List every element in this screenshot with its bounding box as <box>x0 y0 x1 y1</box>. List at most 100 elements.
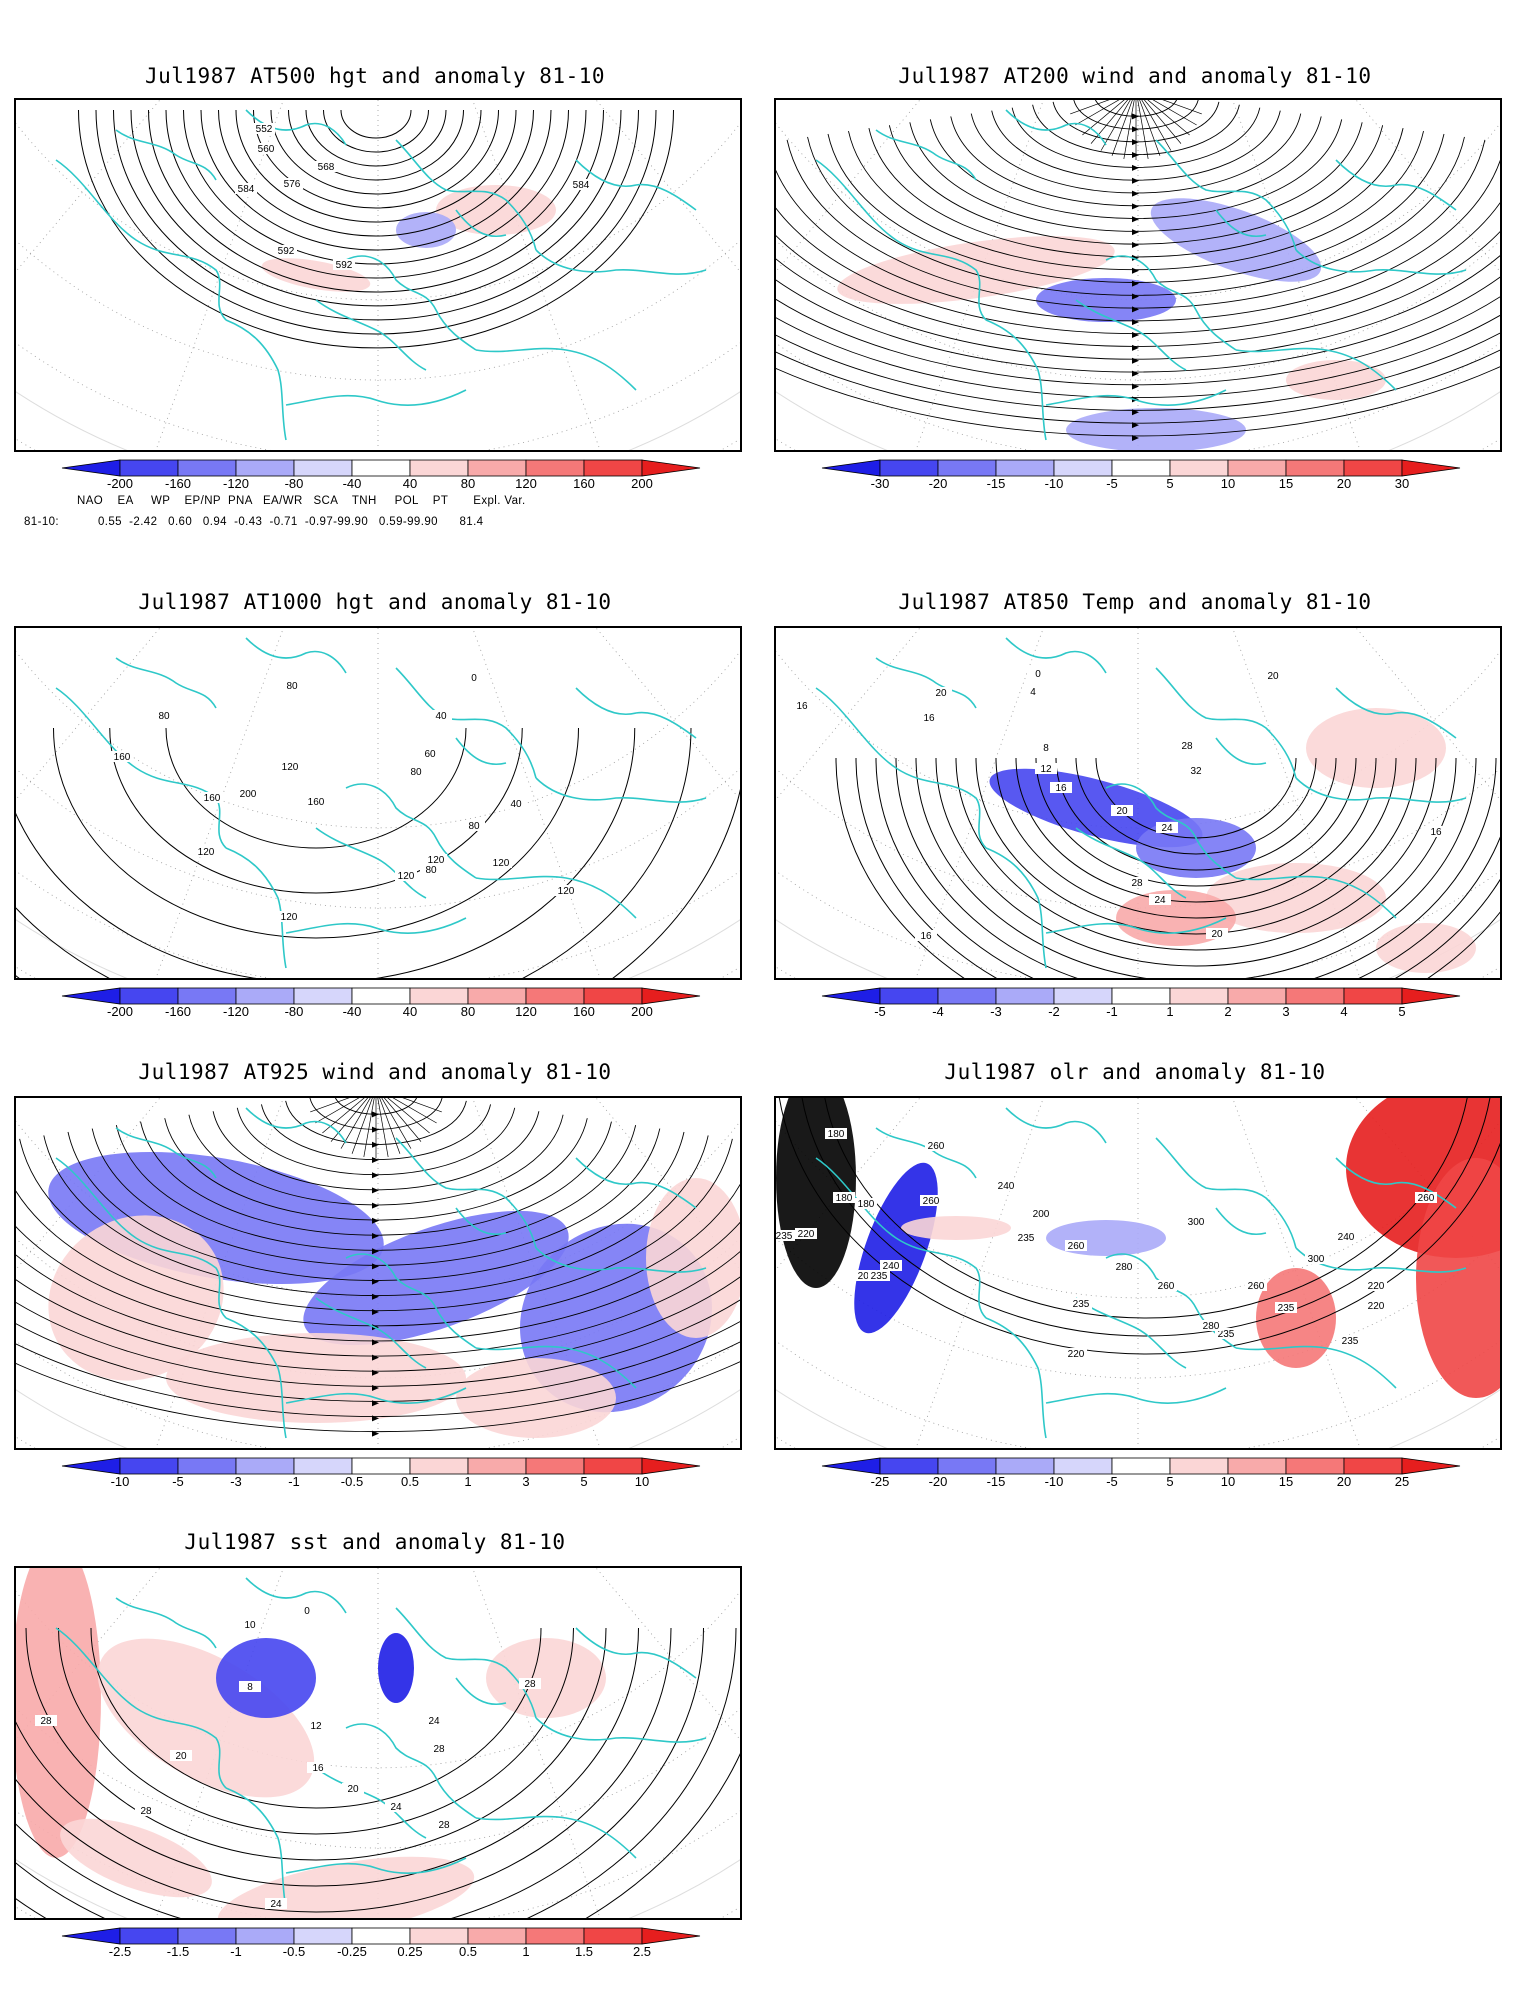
colorbar-bin <box>1053 1457 1113 1475</box>
contour-label: 0 <box>1035 669 1041 680</box>
colorbar-tick-label: 1 <box>522 1944 530 1959</box>
contour-label: 80 <box>410 767 422 778</box>
colorbar-bin <box>351 1457 411 1475</box>
panel-title: Jul1987 AT925 wind and anomaly 81-10 <box>138 1060 612 1084</box>
colorbar-bin <box>1053 987 1113 1005</box>
colorbar-bin <box>119 459 179 477</box>
colorbar-bin <box>821 1457 881 1475</box>
colorbar-ticks: -2.5 -1.5 -1 -0.5 -0.25 0.25 0.5 1 1.5 2.5 <box>62 1944 700 1960</box>
colorbar-bin <box>1169 459 1229 477</box>
colorbar-bin <box>583 987 643 1005</box>
colorbar-bin <box>1111 987 1171 1005</box>
colorbar-tick-label: -3 <box>990 1004 1002 1019</box>
contour-label: 592 <box>278 246 295 257</box>
coastlines <box>55 1577 707 1909</box>
colorbar-tick-label: 0.5 <box>400 1474 420 1489</box>
colorbar-tick-label: 3 <box>522 1474 530 1489</box>
colorbar-tick-label: -1 <box>230 1944 242 1959</box>
colorbar-ticks: -200 -160 -120 -80 -40 40 80 120 160 200 <box>62 1004 700 1020</box>
colorbar-tick-label: -4 <box>932 1004 944 1019</box>
colorbar-bin <box>1401 1457 1461 1475</box>
colorbar-bin <box>119 1457 179 1475</box>
colorbar-bin <box>293 1927 353 1945</box>
colorbar-bin <box>61 1927 121 1945</box>
colorbar-tick-label: 120 <box>515 1004 537 1019</box>
colorbar-tick-label: -10 <box>1044 1474 1064 1489</box>
colorbar-tick-label: 5 <box>1166 476 1174 491</box>
colorbar-bin <box>937 987 997 1005</box>
panel-z1000: Jul1987 AT1000 hgt and anomaly 81-10 160… <box>0 560 760 1030</box>
colorbar-ticks: -10 -5 -3 -1 -0.5 0.5 1 3 5 10 <box>62 1474 700 1490</box>
colorbar-bin <box>1285 987 1345 1005</box>
map-canvas <box>776 100 1500 450</box>
contour-label: 220 <box>1068 1349 1085 1360</box>
panel-w925: Jul1987 AT925 wind and anomaly 81-10 -1 0… <box>0 1030 760 1500</box>
contour-label: 12 <box>310 1721 322 1732</box>
contour-label: 576 <box>284 179 301 190</box>
contour-label: 235 <box>1018 1233 1035 1244</box>
colorbar-bin <box>879 987 939 1005</box>
contour-label: 10 <box>244 1620 256 1631</box>
colorbar-bin <box>177 1457 237 1475</box>
colorbar-bin <box>409 1927 469 1945</box>
colorbar-bin <box>821 459 881 477</box>
contour-label: 220 <box>1368 1281 1385 1292</box>
contours <box>16 1627 740 1918</box>
colorbar-bin <box>1169 987 1229 1005</box>
colorbar-tick-label: 200 <box>631 1004 653 1019</box>
colorbar-tick-label: 2.5 <box>632 1944 652 1959</box>
colorbar-tick-label: -160 <box>164 1004 192 1019</box>
contour-label: 32 <box>1190 766 1202 777</box>
colorbar-bin <box>1343 459 1403 477</box>
contour-label: 584 <box>573 180 590 191</box>
contour-label: 24 <box>270 1899 282 1910</box>
colorbar-tick-label: -120 <box>222 1004 250 1019</box>
colorbar <box>821 459 1461 477</box>
colorbar-bin <box>467 1457 527 1475</box>
colorbar-tick-label: 5 <box>580 1474 588 1489</box>
contour-label: 180 <box>858 1199 875 1210</box>
map-sst: 28 28 20 8 12 16 20 24 28 28 24 24 28 10 0 <box>14 1566 742 1920</box>
contour-label: 120 <box>282 762 299 773</box>
coastlines <box>55 109 707 441</box>
colorbar-tick-label: 80 <box>460 1004 476 1019</box>
colorbar-tick-label: -2.5 <box>108 1944 132 1959</box>
panel-w200: Jul1987 AT200 wind and anomaly 81-10 -30… <box>760 0 1520 560</box>
panel-title: Jul1987 sst and anomaly 81-10 <box>184 1530 566 1554</box>
colorbar-tick-label: -5 <box>1106 1474 1118 1489</box>
colorbar-bin <box>409 459 469 477</box>
colorbar-tick-label: 3 <box>1282 1004 1290 1019</box>
contours <box>778 1098 1500 1355</box>
colorbar-tick-label: 40 <box>402 1004 418 1019</box>
colorbar-bin <box>467 987 527 1005</box>
contour-label: 235 <box>871 1271 888 1282</box>
colorbar-tick-label: -5 <box>172 1474 184 1489</box>
colorbar-tick-label: -0.5 <box>282 1944 306 1959</box>
contour-label: 28 <box>438 1820 450 1831</box>
colorbar-bin <box>61 459 121 477</box>
teleconnection-header: NAO EA WP EP/NP PNA EA/WR SCA TNH POL PT… <box>77 495 526 507</box>
map-w925 <box>14 1096 742 1450</box>
contour-label: 200 <box>1033 1209 1050 1220</box>
colorbar-tick-label: 5 <box>1166 1474 1174 1489</box>
colorbar <box>61 1457 701 1475</box>
contour-label: 20 <box>935 688 947 699</box>
contour-label: 16 <box>923 713 935 724</box>
colorbar-tick-label: 10 <box>1220 476 1236 491</box>
panel-title: Jul1987 AT500 hgt and anomaly 81-10 <box>144 64 605 88</box>
colorbar-tick-label: -1 <box>288 1474 300 1489</box>
map-canvas: 28 28 20 8 12 16 20 24 28 28 24 24 28 10 0 <box>16 1568 740 1918</box>
colorbar-bin <box>937 1457 997 1475</box>
coastlines <box>815 637 1467 969</box>
colorbar-bin <box>525 1927 585 1945</box>
contour-label: 20 <box>1116 806 1128 817</box>
panel-t850: Jul1987 AT850 Temp and anomaly 81-10 16 1… <box>760 560 1520 1030</box>
contour-label: 28 <box>1181 741 1193 752</box>
colorbar-tick-label: 10 <box>634 1474 650 1489</box>
contour-label: 28 <box>1131 878 1143 889</box>
coastlines <box>55 1107 707 1439</box>
colorbar-bin <box>293 459 353 477</box>
contour-label: 120 <box>493 858 510 869</box>
contour-label: 260 <box>928 1141 945 1152</box>
